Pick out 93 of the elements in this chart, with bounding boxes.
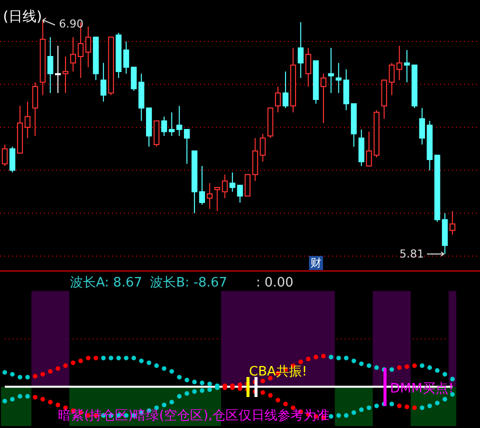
point [412,406,417,410]
point [177,374,182,380]
point [32,374,38,379]
point [146,360,152,366]
point [10,396,15,402]
point [192,389,197,394]
point [366,363,372,368]
point [397,404,402,408]
point [18,394,22,399]
point [2,370,8,375]
point [359,361,364,366]
point [124,356,128,360]
point [139,358,144,364]
point [78,358,83,364]
point [2,398,8,404]
point [344,413,349,418]
point [131,356,136,360]
point [207,387,212,392]
point [352,358,356,364]
point [412,363,417,368]
point [40,372,46,377]
point [101,356,106,360]
point [374,404,379,408]
point [389,367,394,372]
point [238,386,242,391]
badge: 财 [309,256,323,270]
text: 波长B: -8.67 [150,276,228,290]
point [336,356,341,360]
point [94,356,98,360]
point [366,406,372,410]
point [374,365,379,370]
point [321,354,326,358]
point [108,356,114,360]
point [200,388,204,393]
point [283,402,288,406]
point [404,364,410,369]
text: 波长A: 8.67 [70,276,142,290]
point [40,396,46,402]
point [86,356,91,360]
point [450,392,455,397]
point [25,374,30,380]
text: : 0.00 [256,276,294,290]
point [10,372,15,377]
point [192,380,197,384]
point [344,356,349,360]
point [70,360,76,366]
point [389,402,394,406]
point [434,400,440,406]
point [260,378,266,384]
point [260,390,266,395]
point [420,363,424,368]
point [328,414,334,419]
annotation: 5.81 [400,248,424,260]
point [184,391,190,396]
point [420,406,424,410]
point [328,354,334,360]
point [162,402,166,408]
point [63,363,68,368]
point [238,382,242,388]
point [200,380,204,386]
point [298,360,303,364]
point [56,366,60,371]
point [48,400,53,404]
point [154,363,159,368]
point [404,404,410,410]
point [116,356,121,360]
point [450,376,455,382]
point [336,413,341,418]
point [162,366,166,371]
point [18,374,22,380]
point [314,354,318,360]
point [442,396,448,402]
point [276,398,280,402]
point [427,404,432,408]
point [268,393,273,398]
point [397,365,402,370]
point [48,369,53,374]
point [169,369,174,374]
point [184,378,190,382]
point [434,368,440,373]
point [177,394,182,399]
point [32,394,38,400]
point [359,407,364,412]
point [306,356,311,362]
point [169,400,174,404]
point [268,376,273,380]
point [427,365,432,370]
point [56,402,60,408]
point [25,394,30,399]
point [442,372,448,377]
point [207,382,212,386]
chart-title: (日线) [3,9,42,25]
point [352,410,356,415]
